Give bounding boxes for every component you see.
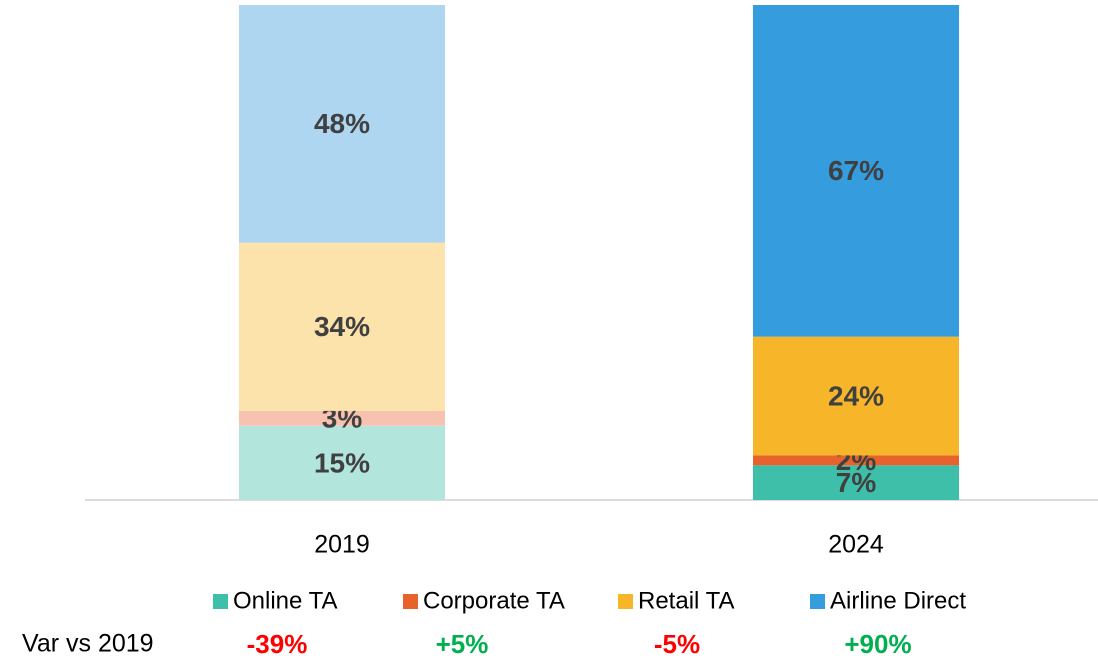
data-label: 48% bbox=[314, 108, 370, 139]
legend-label: Corporate TA bbox=[423, 587, 565, 614]
legend-swatch bbox=[213, 594, 228, 609]
data-label: 24% bbox=[828, 380, 884, 411]
data-label: 15% bbox=[314, 447, 370, 478]
x-tick-label: 2024 bbox=[828, 531, 884, 559]
legend-label: Airline Direct bbox=[830, 587, 966, 614]
bar-segment bbox=[239, 425, 445, 500]
bar-segment bbox=[753, 5, 959, 337]
data-label: 7% bbox=[836, 467, 877, 498]
data-label: 34% bbox=[314, 311, 370, 342]
x-tick-label: 2019 bbox=[314, 531, 370, 559]
data-label: 67% bbox=[828, 155, 884, 186]
legend-swatch bbox=[618, 594, 633, 609]
legend-swatch bbox=[810, 594, 825, 609]
variance-value: +90% bbox=[844, 629, 911, 659]
bar-segment bbox=[753, 336, 959, 456]
variance-label: Var vs 2019 bbox=[22, 630, 154, 658]
bar-segment bbox=[239, 242, 445, 411]
legend-label: Online TA bbox=[233, 587, 338, 614]
variance-value: +5% bbox=[436, 629, 489, 659]
legend-label: Retail TA bbox=[638, 587, 734, 614]
variance-value: -5% bbox=[654, 629, 700, 659]
bar-segment bbox=[753, 455, 959, 466]
bar-segment bbox=[239, 410, 445, 426]
bar-segment bbox=[239, 5, 445, 243]
variance-value: -39% bbox=[247, 629, 308, 659]
legend-swatch bbox=[403, 594, 418, 609]
bar-segment bbox=[753, 465, 959, 500]
